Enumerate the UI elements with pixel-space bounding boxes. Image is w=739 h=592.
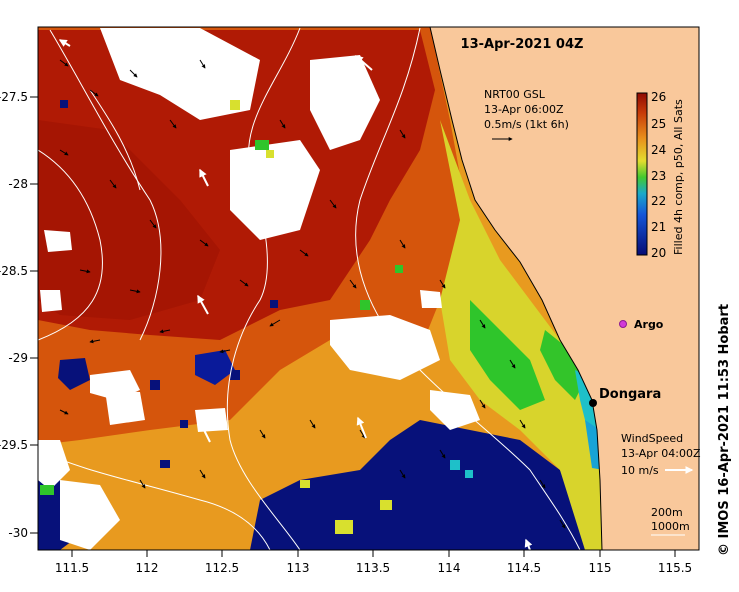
cool-water-mid	[195, 350, 235, 385]
x-tick-label: 113.5	[356, 561, 390, 575]
cloud-gaps	[38, 28, 480, 550]
coastal-band	[440, 120, 605, 550]
y-tick-label: -28.5	[0, 264, 28, 278]
y-axis: -27.5 -28 -28.5 -29 -29.5 -30	[0, 90, 38, 540]
current-legend-scale: 0.5m/s (1kt 6h)	[484, 118, 569, 131]
colorbar-tick: 23	[651, 169, 666, 183]
hot-zone-west	[38, 120, 220, 320]
cool-water	[250, 420, 590, 550]
y-tick-label: -29.5	[0, 438, 28, 452]
wind-legend: WindSpeed 13-Apr 04:00Z 10 m/s	[621, 432, 701, 477]
x-tick-label: 112	[136, 561, 159, 575]
colorbar-tick: 21	[651, 220, 666, 234]
argo-float: Argo	[619, 318, 664, 331]
current-legend-time: 13-Apr 06:00Z	[484, 103, 564, 116]
y-tick-label: -28	[8, 177, 28, 191]
wind-legend-title: WindSpeed	[621, 432, 683, 445]
wind-legend-scale: 10 m/s	[621, 464, 659, 477]
speckles	[40, 100, 473, 534]
town-label: Dongara	[599, 387, 661, 402]
y-tick-label: -29	[8, 351, 28, 365]
colorbar-label: Filled 4h comp, p50, All Sats	[672, 99, 685, 255]
x-tick-label: 115	[589, 561, 612, 575]
wind-legend-time: 13-Apr 04:00Z	[621, 447, 701, 460]
contour-legend-1000m: 1000m	[651, 520, 690, 533]
coastal-green	[470, 300, 545, 410]
temperature-colorbar: 26 25 24 23 22 21 20 Filled 4h comp, p50…	[636, 90, 685, 260]
dongara-location: Dongara	[589, 387, 661, 407]
current-vectors	[59, 59, 566, 529]
x-tick-label: 115.5	[658, 561, 692, 575]
contour-legend: 200m 1000m	[651, 506, 690, 536]
wind-vectors	[58, 39, 533, 550]
colorbar-ramp	[636, 92, 648, 256]
y-tick-label: -30	[8, 526, 28, 540]
x-tick-label: 113	[287, 561, 310, 575]
x-tick-label: 114.5	[507, 561, 541, 575]
credit-line: © IMOS 16-Apr-2021 11:53 Hobart	[717, 304, 732, 556]
colorbar-tick: 25	[651, 117, 666, 131]
cool-water-west	[58, 358, 90, 390]
current-legend: NRT00 GSL 13-Apr 06:00Z 0.5m/s (1kt 6h)	[484, 88, 569, 141]
x-tick-label: 112.5	[205, 561, 239, 575]
bathymetry-contours	[38, 27, 581, 550]
map-area	[38, 27, 699, 550]
map-border	[37, 26, 700, 551]
x-tick-label: 114	[438, 561, 461, 575]
y-tick-label: -27.5	[0, 90, 28, 104]
x-axis: 111.5 112 112.5 113 113.5 114 114.5 115 …	[55, 550, 692, 575]
colorbar-tick: 26	[651, 90, 666, 104]
colorbar-tick: 20	[651, 246, 666, 260]
current-legend-source: NRT00 GSL	[484, 88, 546, 101]
argo-marker-icon	[619, 320, 627, 328]
colorbar-tick: 22	[651, 194, 666, 208]
town-marker-icon	[589, 399, 597, 407]
map-title: 13-Apr-2021 04Z	[461, 37, 584, 52]
coastal-green-2	[540, 330, 585, 400]
land-western-australia	[429, 27, 699, 550]
colorbar-tick: 24	[651, 143, 666, 157]
x-tick-label: 111.5	[55, 561, 89, 575]
argo-label: Argo	[634, 318, 664, 331]
contour-legend-200m: 200m	[651, 506, 683, 519]
